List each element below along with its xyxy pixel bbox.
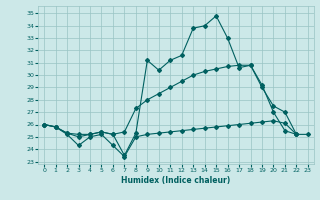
- X-axis label: Humidex (Indice chaleur): Humidex (Indice chaleur): [121, 176, 231, 185]
